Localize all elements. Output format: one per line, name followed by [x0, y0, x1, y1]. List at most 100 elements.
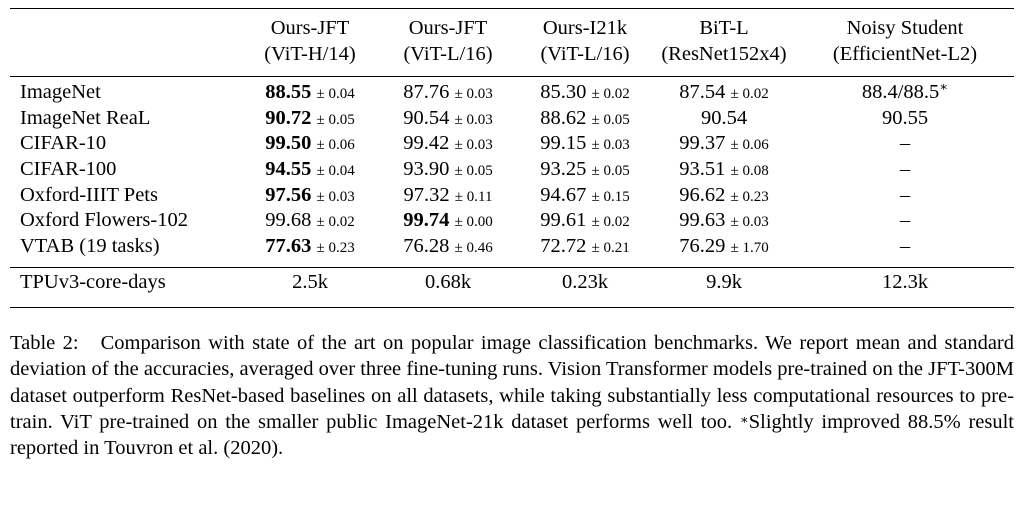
footer-cell: 12.3k: [881, 270, 929, 293]
row-label: Oxford Flowers-102: [20, 209, 188, 232]
cell-value: –: [899, 234, 911, 257]
table-row: ImageNet ReaL 90.72 ± 0.05 90.54 ± 0.03 88.…: [10, 106, 1014, 132]
table-cell: 93.25 ± 0.05: [518, 157, 652, 183]
cell-value: –: [899, 158, 911, 181]
cell-std: ± 0.06: [730, 137, 769, 154]
cell-value: –: [899, 209, 911, 232]
table-row: CIFAR-100 94.55 ± 0.04 93.90 ± 0.05 93.25 ±…: [10, 157, 1014, 183]
table-row: CIFAR-10 99.50 ± 0.06 99.42 ± 0.03 99.15 ± …: [10, 131, 1014, 157]
cell-std: ± 0.00: [454, 214, 493, 231]
cell-std: ± 0.06: [316, 137, 355, 154]
table-caption: Table 2: Comparison with state of the art…: [10, 330, 1014, 461]
table-cell: 85.30 ± 0.02: [518, 70, 652, 106]
table-cell: 90.72 ± 0.05: [242, 106, 378, 132]
footer-cell: 9.9k: [706, 270, 742, 293]
cell-std: ± 0.23: [730, 188, 769, 205]
cell-value: –: [899, 183, 911, 206]
table-cell: 88.4/88.5∗: [796, 70, 1014, 106]
cell-std: ± 0.02: [316, 214, 355, 231]
table-cell: –: [796, 234, 1014, 260]
cell-std: ± 0.03: [454, 137, 493, 154]
table-cell: 99.50 ± 0.06: [242, 131, 378, 157]
cell-std: ± 0.03: [591, 137, 630, 154]
footer-row: TPUv3-core-days 2.5k 0.68k 0.23k 9.9k 12.3k: [10, 259, 1014, 297]
row-label: CIFAR-100: [20, 158, 117, 181]
cell-value: 93.25: [540, 158, 587, 181]
cell-std: ± 0.04: [316, 86, 355, 103]
cell-std: ± 0.03: [454, 86, 493, 103]
column-header: BiT-L (ResNet152x4): [652, 12, 796, 70]
cell-value: 77.63: [265, 234, 312, 257]
cell-value: 88.4/88.5: [861, 81, 940, 104]
cell-value: 85.30: [540, 81, 587, 104]
table-cell: –: [796, 182, 1014, 208]
cell-value: 94.55: [265, 158, 312, 181]
table-cell: 96.62 ± 0.23: [652, 182, 796, 208]
table-cell: 90.55: [796, 106, 1014, 132]
footer-cell: 0.68k: [424, 270, 472, 293]
cell-std: ± 0.02: [591, 86, 630, 103]
cell-value: 99.37: [679, 132, 726, 155]
table-cell: 99.61 ± 0.02: [518, 208, 652, 234]
cell-std: ± 0.03: [316, 188, 355, 205]
cell-std: ± 0.05: [454, 163, 493, 180]
table-header-row: Ours-JFT (ViT-H/14) Ours-JFT (ViT-L/16) Ou…: [10, 12, 1014, 70]
table-cell: 87.54 ± 0.02: [652, 70, 796, 106]
caption-label: Table 2:: [10, 332, 79, 354]
table-cell: 88.55 ± 0.04: [242, 70, 378, 106]
column-subname: (ViT-L/16): [540, 43, 630, 65]
row-label: VTAB (19 tasks): [20, 234, 160, 257]
table-cell: 90.54: [652, 106, 796, 132]
table-cell: 99.68 ± 0.02: [242, 208, 378, 234]
column-header: Ours-JFT (ViT-H/14): [242, 12, 378, 70]
column-header: Noisy Student (EfficientNet-L2): [796, 12, 1014, 70]
table-cell: 99.37 ± 0.06: [652, 131, 796, 157]
caption-footnote-text: Slightly improved 88.5% result reported …: [10, 410, 1015, 460]
table-cell: –: [796, 131, 1014, 157]
cell-std: ± 0.15: [591, 188, 630, 205]
cell-std: ± 0.04: [316, 163, 355, 180]
caption-text: Comparison with state of the art on popu…: [10, 332, 1014, 433]
table-cell: 94.67 ± 0.15: [518, 182, 652, 208]
cell-value: 87.54: [679, 81, 726, 104]
cell-value: 99.63: [679, 209, 726, 232]
cell-value: 94.67: [540, 183, 587, 206]
cell-value: –: [899, 132, 911, 155]
table-cell: –: [796, 208, 1014, 234]
cell-std: ± 0.23: [316, 239, 355, 256]
column-name: Noisy Student: [846, 17, 964, 39]
cell-std: ± 0.21: [591, 239, 630, 256]
cell-value: 99.68: [265, 209, 312, 232]
column-name: Ours-JFT: [408, 17, 488, 39]
table-cell: –: [796, 157, 1014, 183]
column-name: Ours-JFT: [270, 17, 350, 39]
table-cell: 72.72 ± 0.21: [518, 234, 652, 260]
table-cell: 99.63 ± 0.03: [652, 208, 796, 234]
table-cell: 99.74 ± 0.00: [378, 208, 518, 234]
column-subname: (ViT-H/14): [264, 43, 356, 65]
cell-value: 99.61: [540, 209, 587, 232]
cell-std: ± 1.70: [730, 239, 769, 256]
cell-footnote-marker: ∗: [939, 79, 949, 95]
table-cell: 76.29 ± 1.70: [652, 234, 796, 260]
column-header: Ours-JFT (ViT-L/16): [378, 12, 518, 70]
cell-value: 88.62: [540, 106, 587, 129]
column-subname: (ViT-L/16): [403, 43, 493, 65]
table-header-rule: [10, 76, 1014, 77]
cell-value: 99.15: [540, 132, 587, 155]
table-footer-rule: [10, 267, 1014, 268]
cell-std: ± 0.08: [730, 163, 769, 180]
table-bottom-rule: [10, 307, 1014, 309]
cell-value: 99.74: [403, 209, 450, 232]
cell-value: 90.54: [700, 106, 748, 129]
row-label: ImageNet ReaL: [20, 106, 151, 129]
cell-value: 99.50: [265, 132, 312, 155]
column-subname: (ResNet152x4): [661, 43, 787, 65]
cell-value: 76.28: [403, 234, 450, 257]
footer-label: TPUv3-core-days: [20, 270, 166, 293]
cell-std: ± 0.05: [591, 163, 630, 180]
table-row: ImageNet 88.55 ± 0.04 87.76 ± 0.03 85.30 ± …: [10, 70, 1014, 106]
column-subname: (EfficientNet-L2): [832, 43, 978, 65]
row-label: Oxford-IIIT Pets: [20, 183, 158, 206]
row-label: ImageNet: [20, 81, 101, 104]
